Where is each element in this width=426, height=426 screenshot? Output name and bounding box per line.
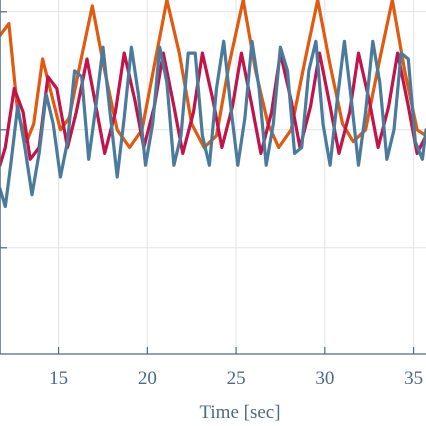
series-line-1 (0, 0, 426, 150)
axes-group: 15 20 25 30 35 (0, 0, 426, 389)
x-axis-title: Time [sec] (199, 402, 280, 423)
x-tick-label: 25 (227, 368, 246, 389)
x-tick-label: 20 (138, 368, 157, 389)
x-tick-label: 30 (315, 368, 334, 389)
series-line-3 (0, 39, 426, 209)
x-tick-label: 35 (404, 368, 423, 389)
series-line-2 (0, 51, 426, 167)
series-group (0, 0, 426, 209)
x-tick-label: 15 (49, 368, 68, 389)
